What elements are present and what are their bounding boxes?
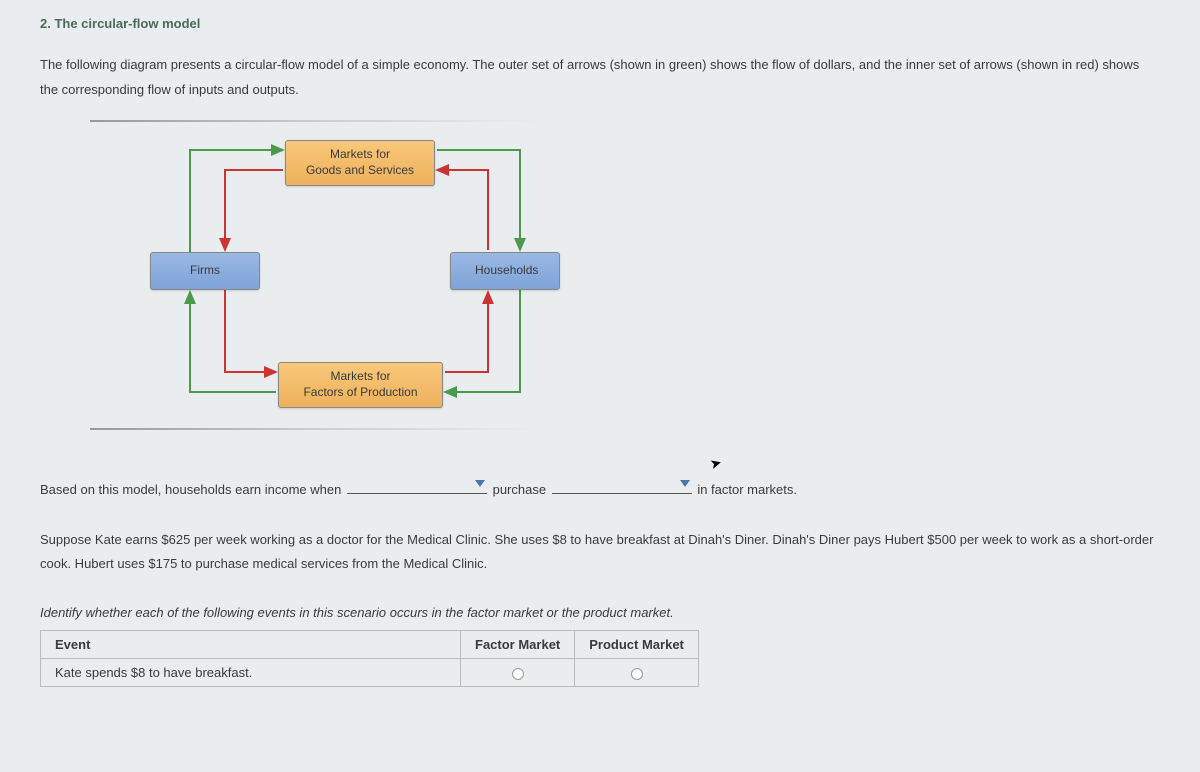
sentence-text: purchase xyxy=(493,482,550,497)
factor-cell xyxy=(461,659,575,687)
cursor-icon: ➤ xyxy=(708,454,724,473)
event-cell: Kate spends $8 to have breakfast. xyxy=(41,659,461,687)
circular-flow-diagram: Markets for Goods and Services Firms Hou… xyxy=(70,130,570,420)
intro-paragraph: The following diagram presents a circula… xyxy=(40,53,1160,102)
node-label: Households xyxy=(475,263,538,277)
col-product: Product Market xyxy=(575,631,699,659)
chevron-down-icon[interactable] xyxy=(475,480,485,487)
node-label: Markets for xyxy=(330,147,390,161)
node-label: Factors of Production xyxy=(303,385,417,399)
node-markets-factors: Markets for Factors of Production xyxy=(278,362,443,407)
divider-top xyxy=(90,120,540,122)
node-label: Firms xyxy=(190,263,220,277)
radio-factor[interactable] xyxy=(512,668,524,680)
scenario-paragraph: Suppose Kate earns $625 per week working… xyxy=(40,528,1160,577)
node-firms: Firms xyxy=(150,252,260,290)
diagram-container: Markets for Goods and Services Firms Hou… xyxy=(70,120,600,430)
instruction-text: Identify whether each of the following e… xyxy=(40,605,1160,620)
node-label: Goods and Services xyxy=(306,163,414,177)
col-event: Event xyxy=(41,631,461,659)
node-households: Households xyxy=(450,252,560,290)
question-heading: 2. The circular-flow model xyxy=(40,16,1160,31)
table-row: Kate spends $8 to have breakfast. xyxy=(41,659,699,687)
divider-bottom xyxy=(90,428,540,430)
radio-product[interactable] xyxy=(631,668,643,680)
product-cell xyxy=(575,659,699,687)
col-factor: Factor Market xyxy=(461,631,575,659)
node-markets-goods: Markets for Goods and Services xyxy=(285,140,435,185)
chevron-down-icon[interactable] xyxy=(680,480,690,487)
sentence-text: in factor markets. xyxy=(697,482,797,497)
fill-in-sentence: Based on this model, households earn inc… xyxy=(40,478,1160,501)
node-label: Markets for xyxy=(330,369,390,383)
dropdown-1[interactable] xyxy=(347,478,487,494)
sentence-text: Based on this model, households earn inc… xyxy=(40,482,345,497)
dropdown-2[interactable] xyxy=(552,478,692,494)
table-header-row: Event Factor Market Product Market xyxy=(41,631,699,659)
event-table: Event Factor Market Product Market Kate … xyxy=(40,630,699,687)
